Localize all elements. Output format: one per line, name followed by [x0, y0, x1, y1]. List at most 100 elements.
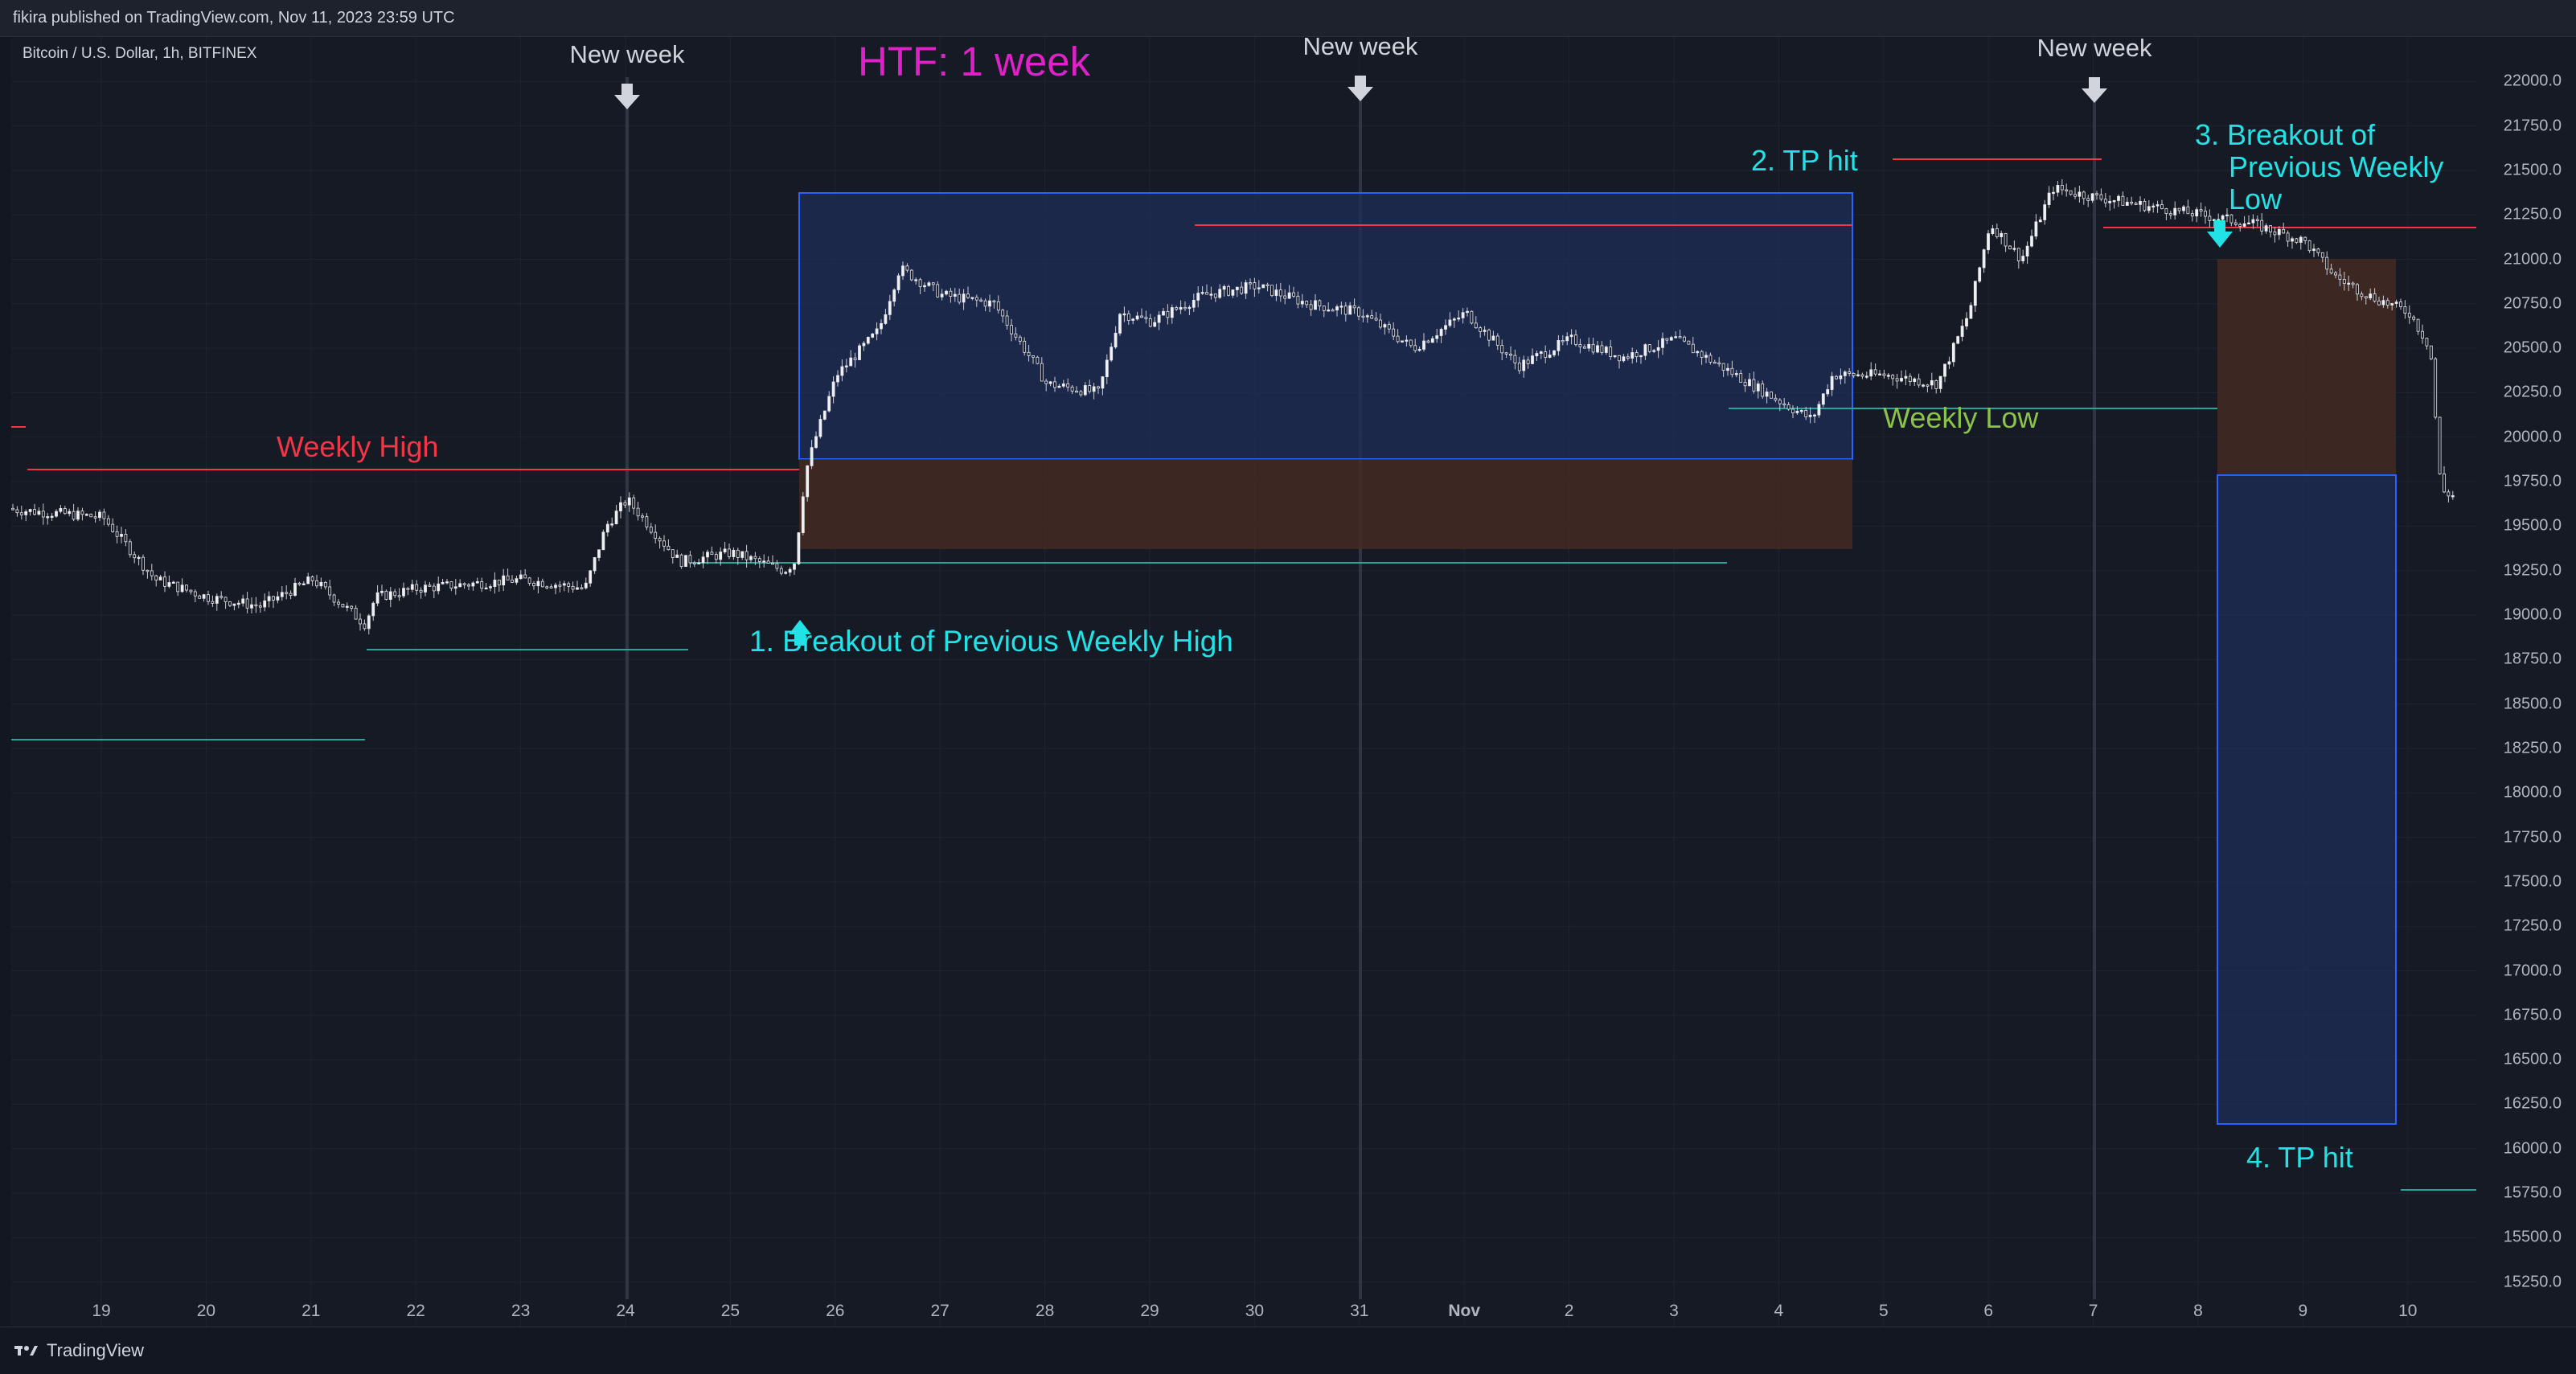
candle-body	[1070, 386, 1074, 392]
candle-body	[371, 602, 375, 617]
candle-body	[549, 586, 553, 589]
candle-body	[779, 568, 783, 574]
candle-body	[958, 293, 962, 303]
candle-body	[150, 570, 154, 576]
candle-body	[493, 580, 497, 588]
breakout-low-label: 3. Breakout of	[2195, 118, 2376, 151]
price-tick-label: 17000.0	[2503, 962, 2562, 980]
candle-body	[710, 552, 714, 556]
candle-body	[875, 328, 879, 334]
candle-body	[1010, 325, 1013, 334]
candle-body	[245, 598, 249, 609]
candle-body	[2043, 204, 2047, 220]
candle-body	[540, 580, 544, 588]
candle-body	[2451, 495, 2455, 498]
candle-body	[2229, 214, 2233, 224]
candle-body	[1548, 355, 1552, 358]
candle-body	[1726, 367, 1729, 371]
candle-body	[1430, 338, 1434, 343]
candle-body	[1027, 351, 1031, 356]
price-tick-label: 16500.0	[2503, 1050, 2562, 1068]
candle-body	[610, 523, 614, 526]
candle-body	[502, 575, 506, 586]
candle-body	[849, 357, 853, 367]
price-tick-label: 21000.0	[2503, 250, 2562, 269]
candle-body	[1535, 353, 1539, 357]
candle-body	[375, 592, 379, 604]
candle-body	[1926, 384, 1930, 387]
candle-body	[1544, 351, 1548, 358]
candle-body	[437, 583, 441, 592]
candle-body	[219, 596, 224, 598]
candle-body	[1582, 346, 1586, 349]
candle-body	[449, 581, 453, 589]
price-axis[interactable]: 22000.0 21750.0 21500.0 21250.0 21000.0 20750…	[2476, 37, 2576, 1327]
candle-body	[1348, 305, 1352, 315]
candle-body	[1574, 334, 1577, 345]
candle-body	[909, 269, 913, 281]
candle-body	[1891, 375, 1895, 379]
candle-body	[1843, 371, 1847, 376]
candle-body	[1613, 355, 1617, 358]
time-axis[interactable]: 19 20 21 22 23 24 25 26 27 28 29 30 31 Nov 2 3 4 5 6 7 8 9 10	[11, 1300, 2476, 1327]
candle-body	[2320, 252, 2324, 258]
candle-body	[1053, 381, 1056, 388]
candle-body	[306, 576, 310, 584]
candle-body	[115, 531, 119, 537]
chart-svg[interactable]: New week New week New week HTF: 1 week W…	[11, 37, 2476, 1327]
candle-body	[1314, 300, 1317, 310]
candle-body	[1417, 348, 1421, 351]
candle-body	[388, 591, 392, 600]
candle-body	[341, 604, 345, 608]
candle-body	[1001, 310, 1005, 317]
candle-body	[740, 551, 744, 558]
candle-body	[2134, 203, 2138, 205]
new-week-label: New week	[570, 40, 685, 68]
candle-body	[285, 592, 289, 594]
candle-body	[858, 345, 861, 360]
candle-body	[263, 600, 267, 608]
candle-body	[2103, 199, 2107, 203]
candle-body	[1461, 312, 1465, 318]
candle-body	[962, 293, 966, 303]
candle-body	[532, 583, 535, 587]
candle-body	[410, 584, 414, 590]
candle-body	[866, 337, 870, 344]
candle-body	[762, 560, 766, 563]
candle-body	[1618, 355, 1621, 362]
candle-body	[2012, 248, 2016, 250]
candle-body	[2160, 204, 2164, 209]
candle-body	[241, 598, 245, 604]
new-week-label: New week	[2037, 37, 2152, 62]
candle-body	[1951, 342, 1955, 363]
candle-body	[1157, 314, 1161, 323]
candle-body	[301, 583, 306, 585]
candle-body	[158, 576, 162, 580]
candle-body	[1495, 335, 1499, 346]
candle-body	[1504, 352, 1508, 355]
candle-body	[1895, 378, 1899, 382]
candle-body	[1900, 378, 1903, 382]
candle-body	[1166, 310, 1170, 318]
candle-body	[1131, 318, 1135, 321]
candle-body	[1687, 340, 1691, 345]
tradingview-brand: TradingView	[47, 1340, 145, 1360]
candle-body	[2416, 318, 2420, 332]
candle-body	[827, 396, 831, 412]
chart-area[interactable]: New week New week New week HTF: 1 week W…	[11, 37, 2477, 1327]
new-week-arrow-icon	[2082, 77, 2107, 103]
candle-body	[1734, 373, 1738, 375]
candle-body	[350, 605, 354, 609]
candle-body	[1678, 336, 1682, 338]
candle-body	[511, 579, 514, 583]
candle-body	[1196, 293, 1200, 301]
candle-body	[1873, 369, 1877, 375]
candle-body	[37, 511, 41, 515]
candle-body	[2356, 284, 2359, 295]
candle-body	[28, 509, 32, 512]
price-tick-label: 19250.0	[2503, 561, 2562, 580]
candle-body	[2360, 293, 2364, 297]
candle-body	[1743, 382, 1747, 387]
candle-body	[1856, 374, 1860, 376]
candle-body	[1817, 404, 1821, 416]
